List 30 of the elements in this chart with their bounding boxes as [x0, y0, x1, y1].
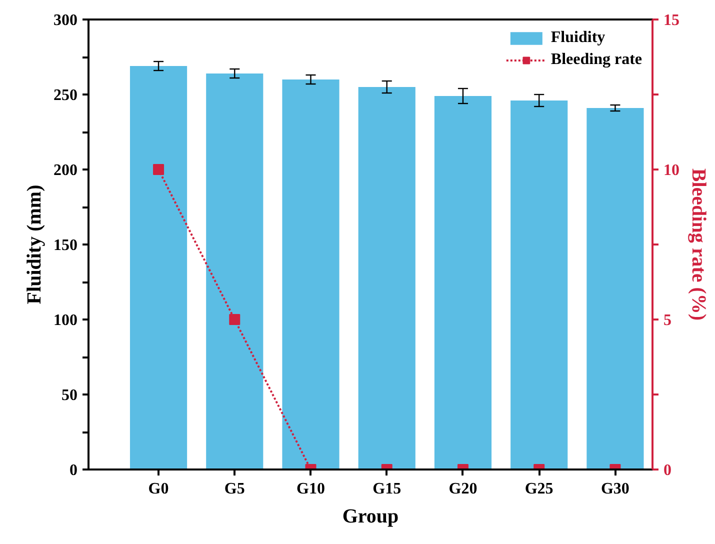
y-tick-label: 250: [54, 87, 78, 104]
bar: [510, 100, 568, 470]
y2-tick-label: 10: [664, 162, 680, 179]
y-tick-label: 50: [62, 387, 78, 404]
bar: [586, 108, 644, 470]
x-tick-label: G10: [296, 480, 325, 498]
y-axis-title: Fluidity (mm): [24, 184, 46, 304]
y2-axis-title: Bleeding rate (%): [688, 168, 710, 321]
y-tick-label: 200: [54, 162, 78, 179]
y2-tick-label: 0: [664, 462, 672, 479]
y2-tick-label: 15: [664, 12, 680, 29]
bar: [434, 96, 492, 470]
bar: [282, 80, 340, 470]
y-tick-label: 300: [54, 12, 78, 29]
legend-label: Fluidity: [550, 29, 606, 47]
x-axis-title: Group: [342, 506, 399, 528]
bar: [206, 74, 264, 470]
y-tick-label: 0: [70, 462, 78, 479]
x-tick-label: G20: [448, 480, 478, 498]
x-tick-label: G30: [600, 480, 630, 498]
bar: [130, 66, 188, 470]
y-tick-label: 100: [54, 312, 78, 329]
x-tick-label: G0: [148, 480, 169, 498]
legend-label: Bleeding rate: [550, 51, 642, 69]
x-tick-label: G25: [524, 480, 554, 498]
y2-tick-label: 5: [664, 312, 672, 329]
x-tick-label: G15: [372, 480, 402, 498]
x-tick-label: G5: [224, 480, 245, 498]
bar: [358, 87, 416, 470]
y-tick-label: 150: [54, 237, 78, 254]
